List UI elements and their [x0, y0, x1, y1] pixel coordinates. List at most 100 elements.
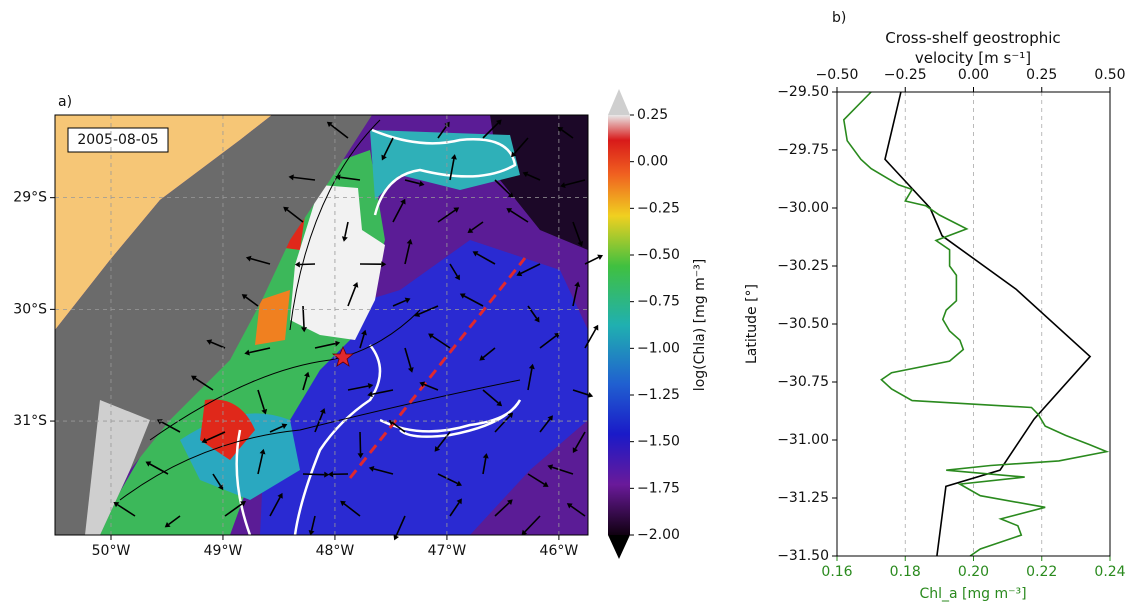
current-arrow: [584, 328, 597, 349]
current-arrow-head: [206, 339, 213, 345]
current-arrow: [572, 221, 582, 243]
current-arrow: [343, 503, 361, 517]
current-arrow: [437, 125, 448, 139]
y-tick-label: −30.25: [777, 258, 829, 274]
current-arrow: [269, 496, 281, 517]
colorbar-tick-label: 0.00: [637, 154, 668, 170]
current-arrow-head: [454, 274, 460, 281]
current-arrow-head: [506, 208, 513, 214]
current-arrow-head: [241, 294, 248, 300]
current-arrow: [564, 179, 586, 186]
y-tick-label: 30°S: [13, 301, 47, 317]
current-arrow-head: [393, 534, 399, 541]
x2-tick-label: −0.50: [816, 67, 859, 83]
current-arrow: [513, 137, 529, 155]
current-arrow: [463, 295, 484, 307]
current-arrow: [570, 505, 586, 517]
current-arrow: [437, 473, 458, 485]
panel-label: b): [832, 10, 846, 26]
current-arrow: [520, 263, 541, 275]
profile-line: [884, 91, 1092, 557]
x2-tick-label: 0.50: [1094, 67, 1125, 83]
current-arrow: [551, 466, 574, 475]
current-arrow: [383, 137, 394, 157]
current-arrow: [117, 504, 136, 517]
current-arrow-head: [479, 355, 486, 361]
contour: [379, 399, 522, 438]
current-arrow-head: [261, 408, 268, 415]
current-arrow-head: [319, 408, 326, 414]
current-arrow: [257, 453, 264, 475]
colorbar-tick-label: −0.25: [637, 200, 680, 216]
y-tick-label: −31.00: [777, 432, 829, 448]
current-arrow-head: [587, 392, 594, 398]
current-arrow-head: [308, 530, 315, 536]
current-arrow-head: [357, 453, 364, 459]
current-arrow-head: [528, 363, 535, 370]
current-arrow-head: [326, 121, 333, 128]
current-arrow: [286, 209, 304, 223]
current-arrow-head: [496, 119, 502, 126]
current-arrow-head: [496, 400, 503, 407]
y-tick-label: −29.75: [777, 142, 829, 158]
station-star: [331, 345, 355, 367]
current-arrow-head: [335, 174, 341, 181]
current-arrow: [269, 425, 284, 433]
current-arrow-head: [156, 419, 163, 425]
current-arrow: [347, 385, 369, 391]
current-arrow: [149, 463, 169, 475]
current-arrow: [302, 376, 308, 391]
x-tick-label: 0.20: [958, 564, 989, 580]
current-arrow: [310, 515, 316, 531]
plot-frame: [836, 91, 1111, 557]
current-arrow-head: [240, 501, 246, 507]
x-tick-label: 49°W: [204, 543, 243, 559]
current-arrow: [471, 221, 484, 231]
current-arrow: [395, 515, 406, 537]
current-arrow-head: [572, 447, 578, 454]
current-arrow: [572, 389, 589, 396]
current-arrow-head: [145, 461, 152, 467]
current-arrow: [572, 286, 579, 307]
current-arrow-head: [597, 254, 604, 261]
current-arrow-head: [560, 182, 566, 189]
x-axis-label: Chl_a [mg m⁻³]: [919, 586, 1026, 602]
current-arrow-head: [245, 255, 252, 262]
y-tick-label: −30.50: [777, 316, 829, 332]
current-arrow-head: [472, 251, 479, 257]
current-arrow: [392, 422, 406, 433]
current-arrow: [437, 431, 451, 449]
current-arrow-head: [407, 367, 414, 373]
colorbar-tick-label: −2.00: [637, 527, 680, 543]
current-arrow: [539, 418, 551, 433]
current-arrow: [423, 383, 439, 391]
current-arrow-head: [453, 207, 460, 213]
map-field: [55, 115, 588, 535]
current-arrow: [539, 335, 557, 349]
colorbar-extend: [608, 89, 630, 115]
current-arrow: [293, 176, 316, 181]
current-arrow: [494, 179, 511, 195]
current-arrow: [482, 122, 499, 139]
streamline: [119, 379, 521, 501]
current-arrow-head: [244, 349, 250, 356]
map-frame: [54, 114, 589, 536]
colorbar-tick-label: −0.75: [637, 294, 680, 310]
current-arrow: [449, 158, 455, 181]
current-arrow-head: [557, 126, 564, 133]
current-arrow-head: [511, 151, 517, 158]
x-tick-label: 46°W: [540, 543, 579, 559]
cloud-mask: [290, 185, 385, 340]
x-tick-label: 0.24: [1094, 564, 1125, 580]
colorbar-tick-label: −1.25: [637, 387, 680, 403]
current-arrow: [344, 221, 349, 238]
current-arrow-head: [352, 282, 359, 288]
current-arrow: [524, 515, 541, 533]
current-arrow-head: [482, 453, 489, 459]
current-arrow-head: [467, 227, 474, 234]
current-arrow-head: [593, 324, 599, 331]
panel-label: a): [58, 94, 72, 110]
current-arrow-head: [381, 154, 387, 161]
current-arrow-head: [381, 261, 387, 268]
